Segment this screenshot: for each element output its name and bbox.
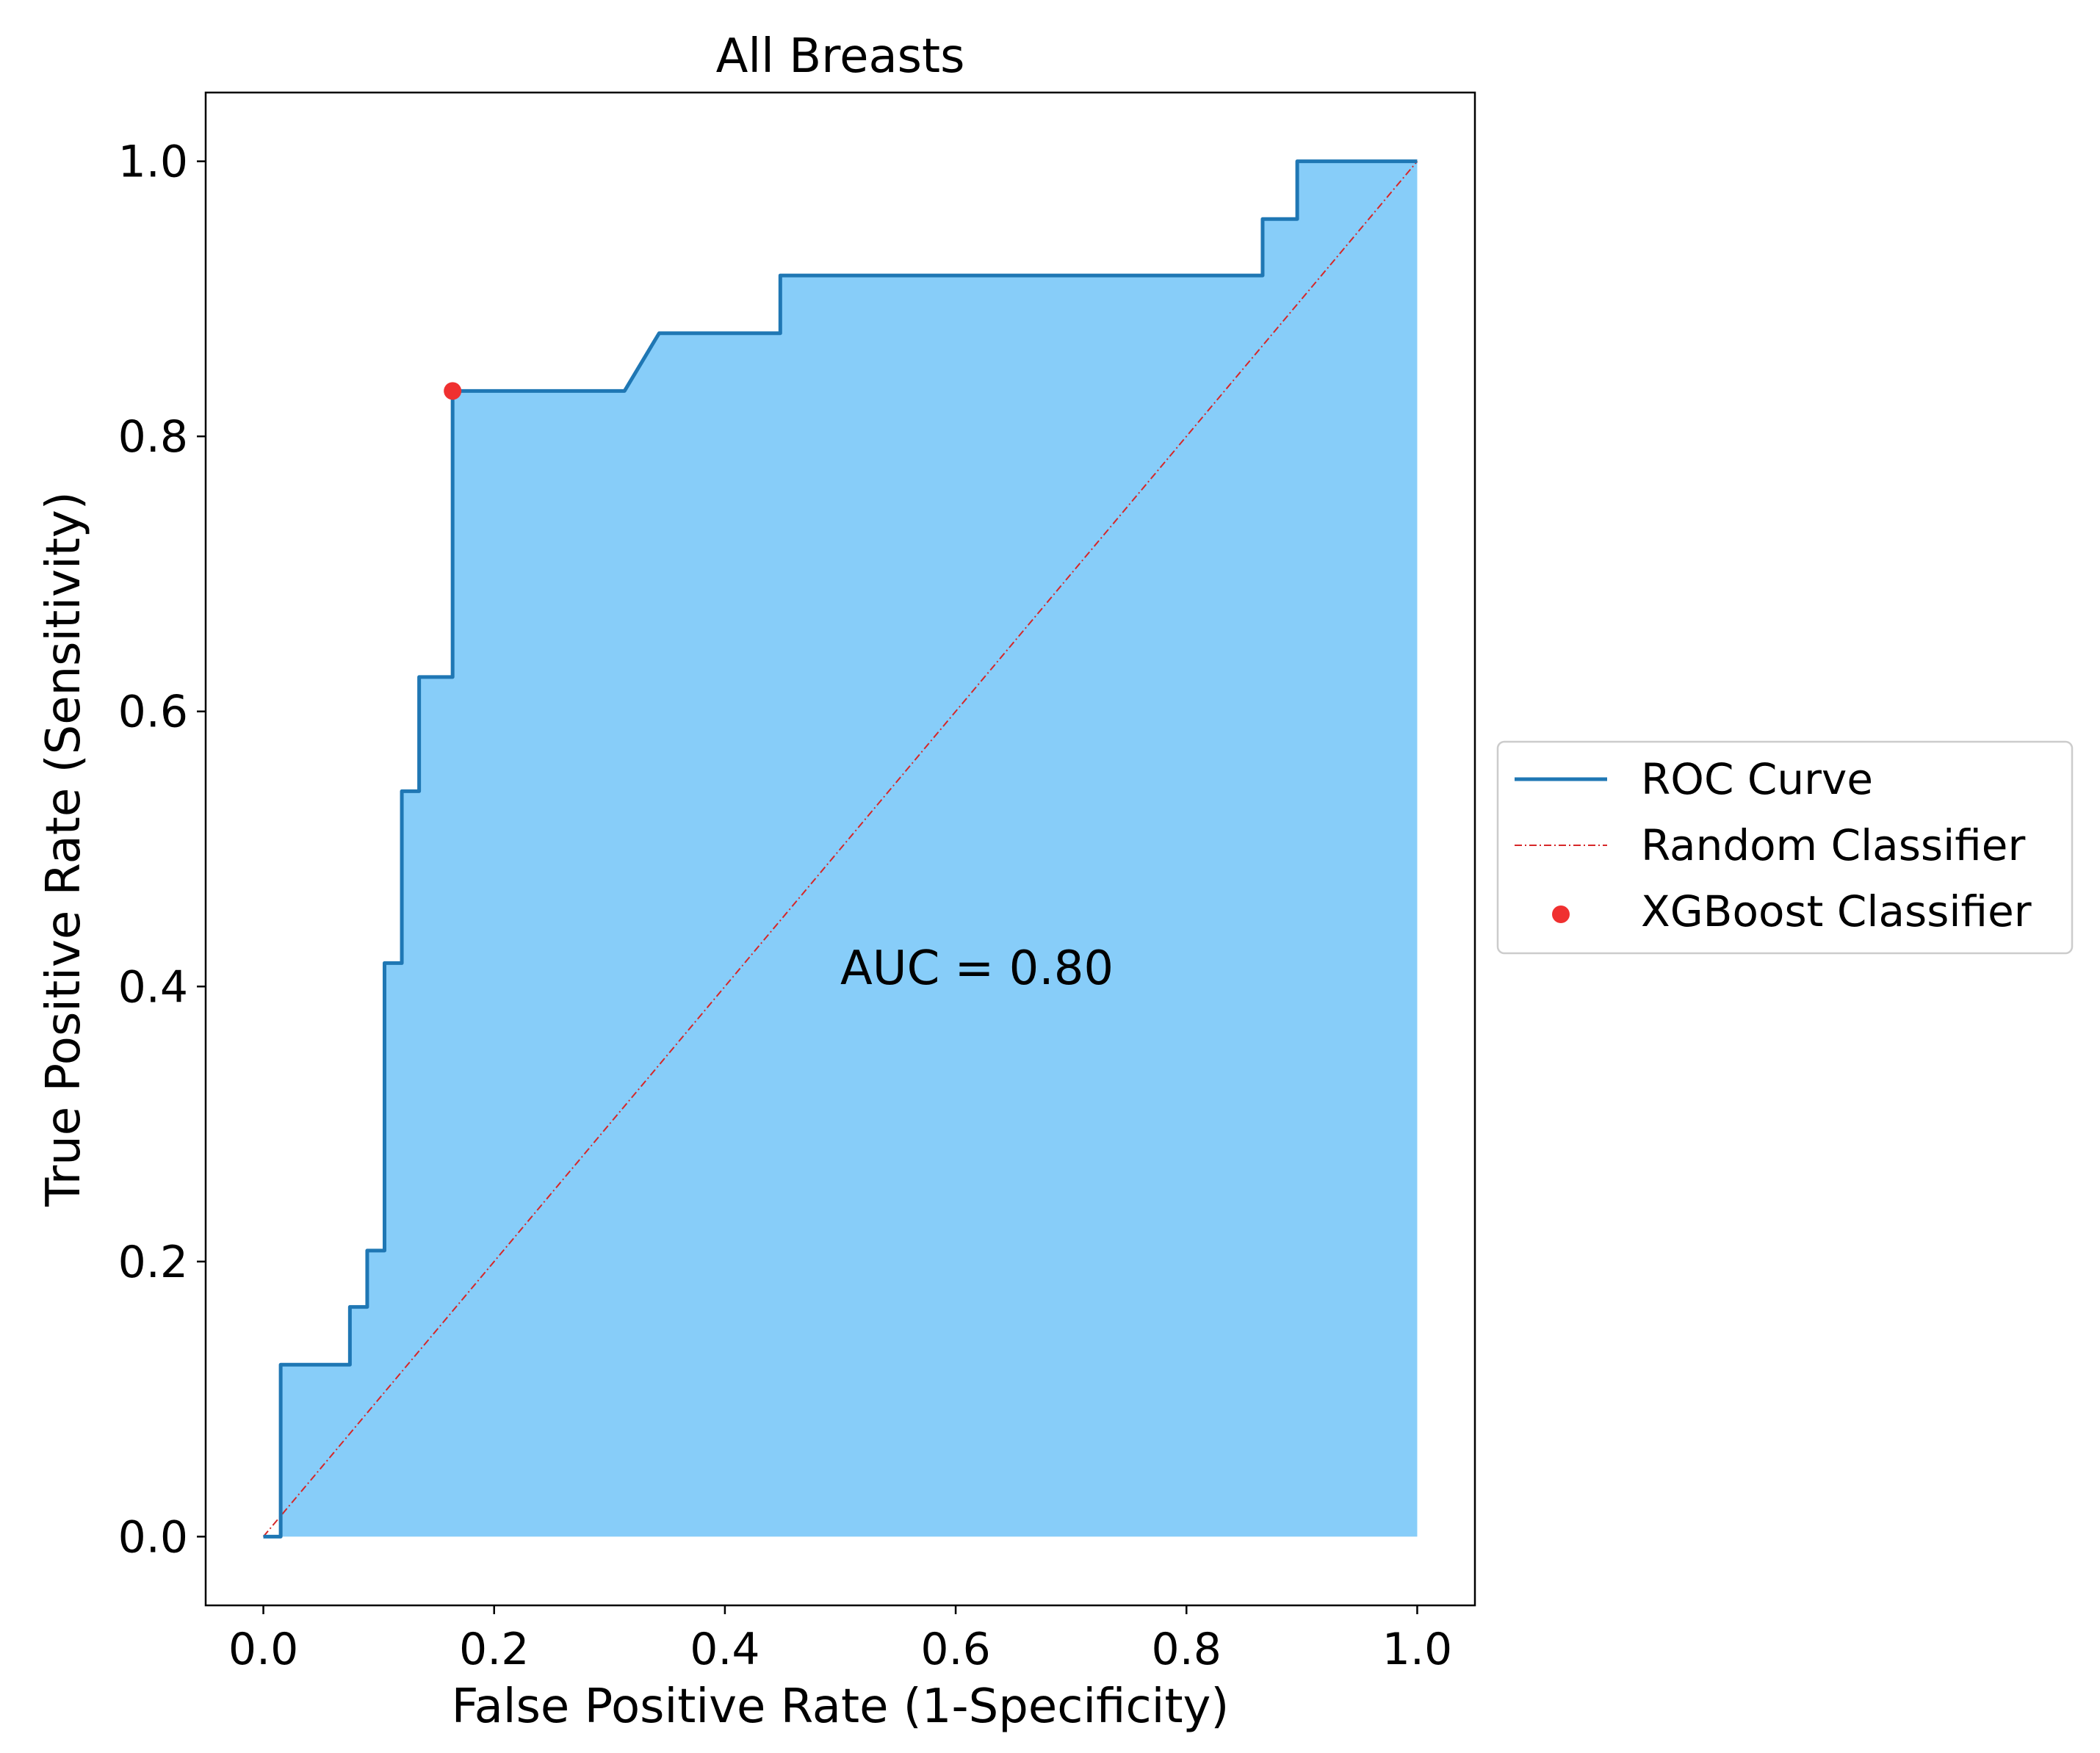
y-axis-ticks: 0.0 0.2 0.4 0.6 0.8 1.0	[118, 137, 206, 1563]
x-axis-label: False Positive Rate (1-Specificity)	[452, 1680, 1230, 1734]
y-tick-label: 0.8	[118, 411, 188, 463]
legend-roc-label: ROC Curve	[1641, 754, 1873, 804]
y-tick-label: 0.6	[118, 687, 188, 738]
legend: ROC Curve Random Classifier XGBoost Clas…	[1496, 740, 2074, 955]
roc-curve-line	[263, 159, 1418, 1539]
legend-xgboost-label: XGBoost Classifier	[1641, 886, 2032, 936]
plot-area	[204, 91, 1476, 1607]
legend-box	[1496, 740, 2074, 955]
legend-random-label: Random Classifier	[1641, 820, 2025, 870]
auc-annotation: AUC = 0.80	[840, 941, 1114, 996]
y-tick-label: 0.2	[118, 1237, 188, 1288]
chart-title: All Breasts	[716, 29, 965, 84]
x-tick-label: 0.8	[1152, 1624, 1222, 1675]
axes-frame	[204, 91, 1476, 1607]
y-tick-label: 1.0	[118, 137, 188, 188]
x-tick-label: 0.6	[920, 1624, 990, 1675]
x-tick-label: 0.0	[228, 1624, 298, 1675]
y-axis-label: True Positive Rate (Sensitivity)	[37, 491, 91, 1207]
y-tick-label: 0.0	[118, 1511, 188, 1563]
legend-xgboost-swatch	[1552, 906, 1570, 923]
random-classifier-line	[262, 160, 1418, 1538]
x-tick-label: 0.4	[690, 1624, 759, 1675]
xgboost-point	[444, 382, 462, 400]
x-tick-label: 1.0	[1382, 1624, 1452, 1675]
x-axis-ticks: 0.0 0.2 0.4 0.6 0.8 1.0	[228, 1605, 1452, 1675]
y-tick-label: 0.4	[118, 961, 188, 1013]
xgboost-points	[444, 382, 462, 400]
x-tick-label: 0.2	[459, 1624, 529, 1675]
